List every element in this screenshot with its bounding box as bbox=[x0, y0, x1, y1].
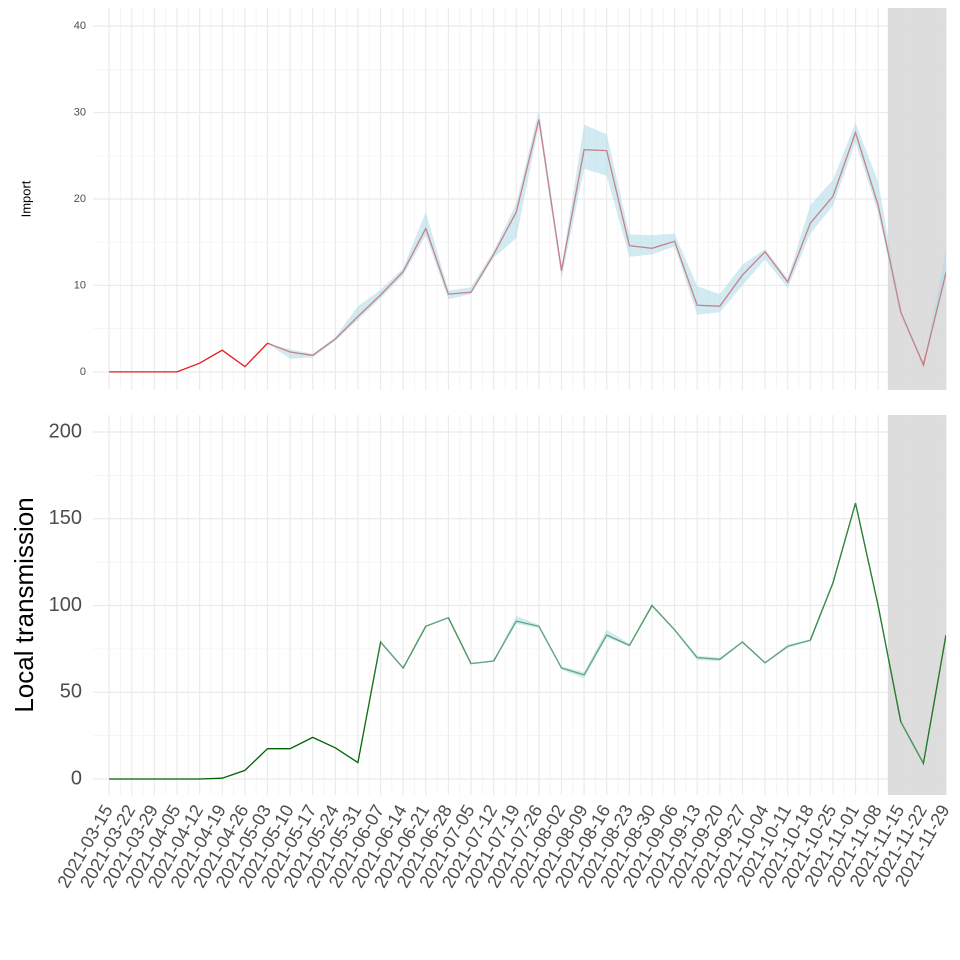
y-tick-label: 0 bbox=[71, 767, 82, 789]
y-tick-label: 0 bbox=[80, 366, 86, 378]
y-tick-label: 150 bbox=[49, 507, 82, 529]
y-axis-label: Local transmission bbox=[9, 497, 39, 712]
y-tick-label: 40 bbox=[74, 20, 86, 32]
highlight-region bbox=[887, 415, 946, 795]
y-tick-label: 20 bbox=[74, 193, 86, 205]
y-tick-label: 50 bbox=[60, 681, 82, 703]
y-tick-label: 100 bbox=[49, 594, 82, 616]
highlight-region bbox=[887, 8, 946, 390]
confidence-band bbox=[109, 110, 946, 372]
y-tick-label: 200 bbox=[49, 420, 82, 442]
y-tick-label: 10 bbox=[74, 279, 86, 291]
y-axis-label: Import bbox=[18, 180, 33, 217]
y-tick-label: 30 bbox=[74, 106, 86, 118]
